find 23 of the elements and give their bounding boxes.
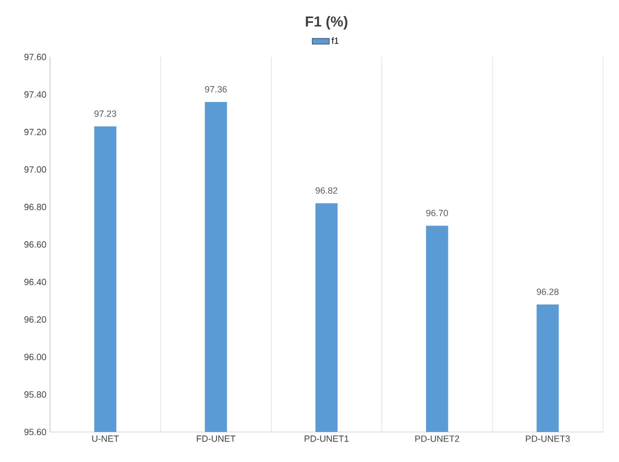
y-tick-label: 97.20 [24, 128, 46, 136]
y-tick-label: 96.60 [24, 241, 46, 248]
data-label: 96.70 [426, 210, 448, 216]
y-tick-label: 95.60 [24, 428, 46, 436]
y-tick-label: 97.40 [24, 91, 46, 98]
x-tick-label: PD-UNET3 [526, 436, 570, 442]
y-tick-label: 96.20 [24, 316, 46, 323]
y-tick-label: 95.80 [24, 391, 46, 398]
legend-label: f1 [332, 37, 339, 44]
chart-title: F1 (%) [306, 16, 348, 30]
x-tick-label: PD-UNET1 [304, 436, 349, 442]
y-tick-label: 97.60 [24, 54, 46, 60]
y-tick-label: 96.80 [24, 204, 46, 210]
y-tick-label: 96.00 [24, 354, 46, 360]
data-label: 96.82 [316, 187, 338, 194]
y-tick-label: 97.00 [24, 166, 46, 173]
data-label: 96.28 [536, 288, 559, 295]
y-tick-label: 96.40 [24, 278, 46, 286]
data-label: 97.36 [205, 86, 227, 92]
x-tick-label: FD-UNET [196, 436, 236, 442]
x-tick-label: U-NET [92, 436, 119, 442]
data-label: 97.23 [94, 110, 116, 117]
x-tick-label: PD-UNET2 [415, 436, 460, 442]
